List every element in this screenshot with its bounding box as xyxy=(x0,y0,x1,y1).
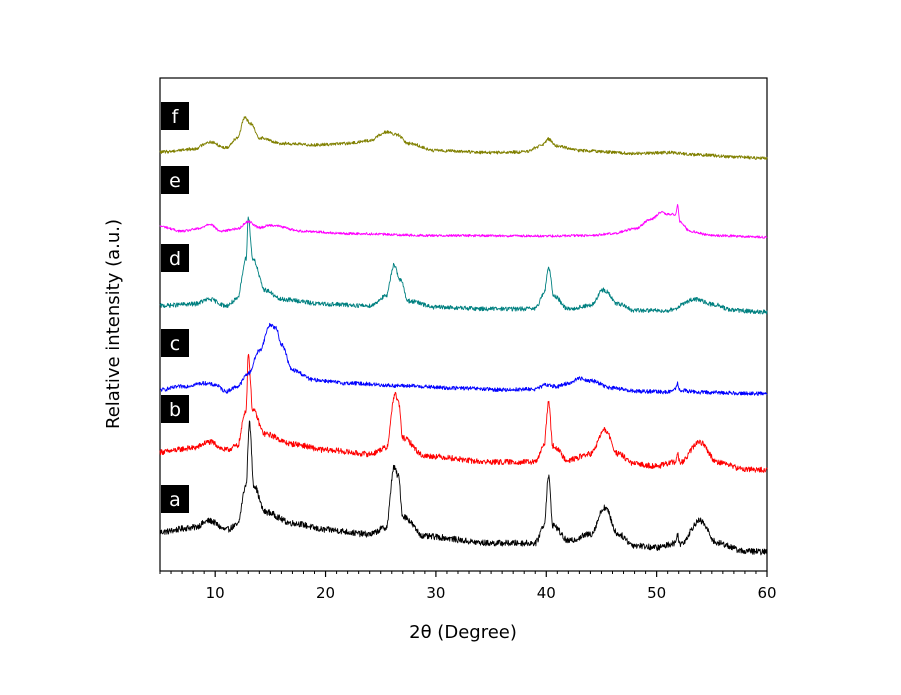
x-tick-label: 40 xyxy=(537,584,556,602)
x-tick-label: 20 xyxy=(316,584,335,602)
series-tag-label: e xyxy=(169,170,181,192)
series-tag-label: d xyxy=(169,248,181,270)
x-tick-label: 30 xyxy=(426,584,445,602)
series-tag-a: a xyxy=(161,485,189,513)
series-tag-label: f xyxy=(172,106,180,128)
series-line-f xyxy=(159,116,768,160)
x-tick-label: 50 xyxy=(647,584,666,602)
series-line-b xyxy=(159,353,768,473)
series-line-c xyxy=(159,322,768,396)
series-line-a xyxy=(159,420,768,556)
series-tags: a b c d e f xyxy=(161,102,189,513)
x-axis-title: 2θ (Degree) xyxy=(409,622,517,643)
plot-frame xyxy=(159,77,768,572)
series-tag-label: b xyxy=(169,399,181,421)
x-axis-ticks: 10 20 30 40 50 60 xyxy=(159,571,777,602)
series-tag-label: c xyxy=(170,333,180,355)
series-group xyxy=(159,116,768,556)
series-line-e xyxy=(159,203,768,239)
series-tag-e: e xyxy=(161,166,189,194)
series-tag-c: c xyxy=(161,329,189,357)
series-tag-b: b xyxy=(161,395,189,423)
x-tick-label: 10 xyxy=(206,584,225,602)
series-tag-f: f xyxy=(161,102,189,130)
y-axis-title: Relative intensity (a.u.) xyxy=(103,219,124,429)
series-tag-label: a xyxy=(169,489,181,511)
series-tag-d: d xyxy=(161,244,189,272)
x-tick-label: 60 xyxy=(757,584,776,602)
series-line-d xyxy=(159,216,768,315)
